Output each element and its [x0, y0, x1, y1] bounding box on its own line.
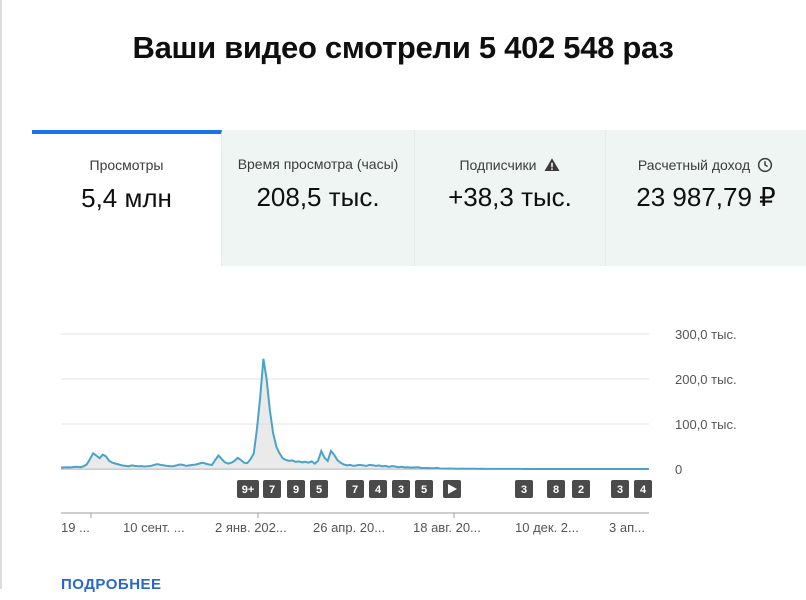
y-tick-label: 100,0 тыс. [675, 417, 737, 432]
x-tick-label: 3 ап... [609, 520, 645, 535]
video-marker-count: 3 [521, 484, 527, 496]
tab-revenue-value: 23 987,79 ₽ [636, 182, 776, 212]
tab-revenue-label: Расчетный доход [606, 156, 806, 174]
left-edge-divider [0, 0, 2, 589]
tab-views-value: 5,4 млн [81, 183, 172, 213]
tab-watch-time-value: 208,5 тыс. [256, 182, 380, 212]
video-marker[interactable]: 3 [515, 480, 533, 498]
video-marker-play[interactable] [443, 480, 461, 498]
video-marker-count: 3 [398, 484, 404, 496]
clock-icon[interactable] [756, 156, 774, 174]
tab-views[interactable]: Просмотры 5,4 млн [32, 130, 222, 266]
metric-tabs: Просмотры 5,4 млн Время просмотра (часы)… [32, 130, 806, 266]
x-tick-label: 2 янв. 202... [215, 520, 287, 535]
tab-subscribers-value: +38,3 тыс. [448, 182, 572, 212]
video-marker[interactable]: 2 [572, 480, 590, 498]
video-marker[interactable]: 9 [287, 480, 305, 498]
video-marker-count: 7 [352, 484, 358, 496]
video-marker-count: 4 [640, 484, 647, 496]
views-area [61, 358, 649, 469]
video-marker[interactable]: 3 [611, 480, 629, 498]
views-line [60, 358, 649, 471]
tab-views-label-text: Просмотры [89, 157, 164, 173]
video-marker-count: 9 [293, 484, 299, 496]
tab-watch-time-label: Время просмотра (часы) [222, 156, 414, 172]
video-marker[interactable]: 8 [547, 480, 565, 498]
tab-revenue[interactable]: Расчетный доход 23 987,79 ₽ [606, 130, 806, 266]
tab-subscribers[interactable]: Подписчики +38,3 тыс. [415, 130, 606, 266]
warning-icon[interactable] [543, 156, 561, 174]
x-tick-label: 18 авг. 20... [413, 520, 481, 535]
video-marker[interactable]: 4 [369, 480, 387, 498]
video-marker-count: 4 [375, 484, 382, 496]
video-marker-count: 7 [269, 484, 275, 496]
video-marker[interactable]: 5 [415, 480, 433, 498]
video-marker[interactable]: 7 [346, 480, 364, 498]
tab-views-label: Просмотры [32, 157, 221, 173]
video-marker[interactable]: 9+ [237, 480, 259, 498]
video-marker-count: 3 [617, 484, 623, 496]
y-axis-labels: 300,0 тыс. 200,0 тыс. 100,0 тыс. 0 [675, 327, 737, 477]
y-tick-label: 200,0 тыс. [675, 372, 737, 387]
x-tick-label: 10 сент. ... [123, 520, 185, 535]
tab-subscribers-label-text: Подписчики [459, 157, 537, 173]
tab-watch-time-label-text: Время просмотра (часы) [237, 156, 399, 172]
x-tick-label: 10 дек. 2... [515, 520, 579, 535]
video-marker[interactable]: 3 [392, 480, 410, 498]
analytics-card: Просмотры 5,4 млн Время просмотра (часы)… [32, 130, 806, 600]
tab-subscribers-label: Подписчики [415, 156, 605, 174]
video-markers: 9+ 7 9 5 7 4 3 5 3 8 2 3 4 [237, 480, 652, 498]
page-title: Ваши видео смотрели 5 402 548 раз [132, 30, 674, 65]
video-marker[interactable]: 7 [263, 480, 281, 498]
x-tick-label: 26 апр. 20... [313, 520, 385, 535]
chart-grid [61, 333, 649, 470]
y-tick-label: 0 [675, 462, 682, 477]
video-marker-count: 5 [421, 484, 427, 496]
tab-watch-time[interactable]: Время просмотра (часы) 208,5 тыс. [222, 130, 415, 266]
x-axis: 19 ... 10 сент. ... 2 янв. 202... 26 апр. 2… [61, 512, 649, 535]
video-marker-count: 9+ [242, 484, 255, 496]
y-tick-label: 300,0 тыс. [675, 327, 737, 342]
video-marker-count: 8 [553, 484, 559, 496]
video-marker-count: 2 [578, 484, 584, 496]
play-icon [448, 484, 457, 494]
x-tick-label: 19 ... [61, 520, 90, 535]
video-marker[interactable]: 4 [634, 480, 652, 498]
video-marker-count: 5 [316, 484, 322, 496]
video-marker[interactable]: 5 [310, 480, 328, 498]
more-link[interactable]: ПОДРОБНЕЕ [61, 576, 162, 593]
tab-revenue-label-text: Расчетный доход [637, 157, 751, 173]
